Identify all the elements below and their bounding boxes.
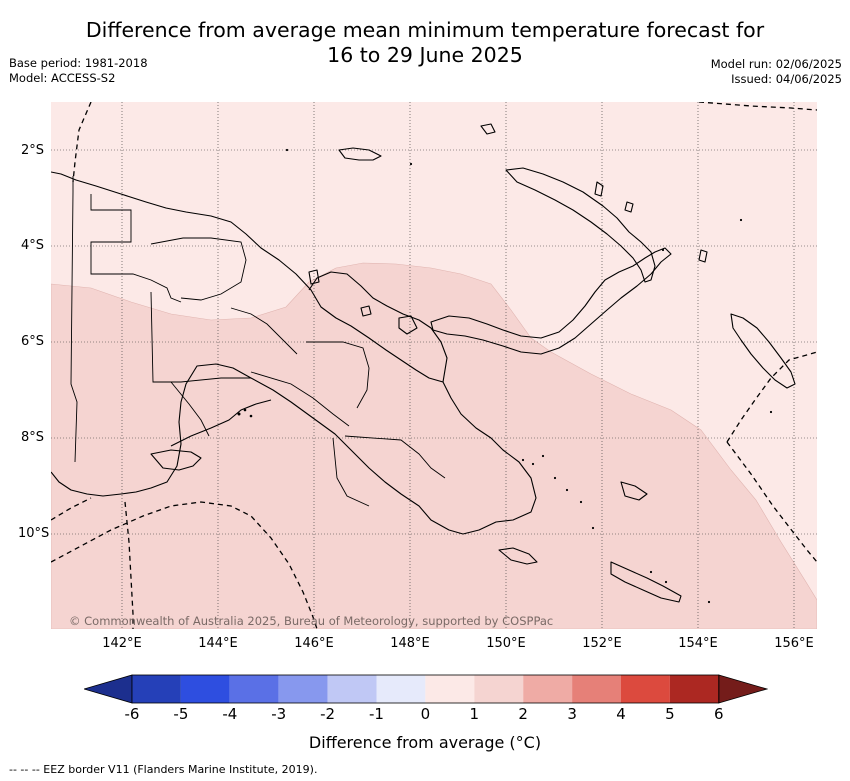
colorbar-cell (669, 675, 719, 703)
base-period: Base period: 1981-2018 (9, 56, 148, 70)
lon-label-156e: 156°E (774, 636, 814, 651)
eez-borders (51, 102, 817, 629)
new-britain (430, 247, 672, 355)
small-islands-5 (308, 269, 320, 285)
small-islands-2 (594, 181, 604, 197)
model-name: Model: ACCESS-S2 (9, 71, 116, 85)
lat-label-10s: 10°S (18, 526, 50, 541)
fly-delta (150, 449, 202, 471)
colorbar-tick-label: -3 (271, 705, 287, 723)
north-coast (308, 271, 448, 383)
colorbar-cell (523, 675, 573, 703)
lon-label-150e: 150°E (486, 636, 526, 651)
small-islands-6 (360, 305, 372, 317)
colorbar-extend-high (718, 674, 768, 704)
colorbar-cell (327, 675, 377, 703)
manus-island (338, 147, 382, 161)
colorbar-title: Difference from average (°C) (308, 733, 542, 752)
lat-label-6s: 6°S (20, 334, 44, 349)
colorbar-tick-label: 1 (469, 705, 480, 723)
eez-legend: -- -- -- EEZ border V11 (Flanders Marine… (9, 763, 318, 776)
colorbar-tick-label: -1 (369, 705, 384, 723)
lat-label-2s: 2°S (20, 143, 44, 158)
lon-label-152e: 152°E (582, 636, 622, 651)
lon-label-146e: 146°E (294, 636, 334, 651)
colorbar-tick-label: 4 (616, 705, 626, 723)
lat-label-4s: 4°S (20, 238, 44, 253)
anomaly-1-2-region (51, 262, 817, 629)
reef-dots (237, 148, 773, 604)
colorbar-cell (180, 675, 230, 703)
fly-estuary (170, 399, 272, 447)
province-borders (70, 176, 446, 507)
colorbar-tick-label: -4 (222, 705, 238, 723)
colorbar-cell (474, 675, 524, 703)
colorbar-tick-label: 2 (518, 705, 528, 723)
map-title-line1: Difference from average mean minimum tem… (85, 18, 765, 42)
small-islands-1 (480, 123, 496, 135)
milne-islands (498, 547, 538, 565)
anomaly-map (51, 102, 817, 629)
new-ireland (505, 167, 656, 283)
colorbar-cell (425, 675, 475, 703)
lon-label-142e: 142°E (102, 636, 142, 651)
colorbar (84, 674, 768, 704)
meta-left: Base period: 1981-2018 Model: ACCESS-S2 (9, 56, 148, 86)
colorbar-border (131, 674, 720, 704)
colorbar-tick-label: 6 (714, 705, 724, 723)
colorbar-tick-label: 5 (665, 705, 675, 723)
colorbar-cell (278, 675, 328, 703)
small-islands-4 (398, 315, 418, 335)
lon-label-144e: 144°E (198, 636, 238, 651)
map-title-line2: 16 to 29 June 2025 (327, 43, 523, 67)
small-islands-7 (698, 249, 708, 263)
dentrecasteaux (620, 481, 648, 501)
meta-right: Model run: 02/06/2025 Issued: 04/06/2025 (711, 57, 842, 87)
small-islands-3 (624, 201, 634, 213)
colorbar-cell (229, 675, 279, 703)
colorbar-cell (621, 675, 670, 703)
louisiade (610, 561, 682, 603)
colorbar-extend-low (84, 674, 133, 704)
lat-label-8s: 8°S (20, 430, 44, 445)
colorbar-tick-label: 0 (420, 705, 431, 723)
bougainville (730, 313, 796, 389)
colorbar-cell (132, 675, 181, 703)
map-title: Difference from average mean minimum tem… (0, 18, 850, 68)
lon-label-154e: 154°E (678, 636, 718, 651)
colorbar-tick-label: -6 (124, 705, 140, 723)
issued-date: Issued: 04/06/2025 (731, 72, 842, 86)
copyright-notice: © Commonwealth of Australia 2025, Bureau… (69, 614, 554, 628)
colorbar-tick-label: -5 (173, 705, 189, 723)
colorbar-cell (376, 675, 426, 703)
coastlines (51, 123, 796, 603)
new-guinea-coast (51, 171, 537, 535)
model-run: Model run: 02/06/2025 (710, 57, 842, 71)
colorbar-cell (572, 675, 621, 703)
lon-label-148e: 148°E (390, 636, 430, 651)
colorbar-tick-label: -2 (320, 705, 336, 723)
colorbar-tick-label: 3 (567, 705, 577, 723)
